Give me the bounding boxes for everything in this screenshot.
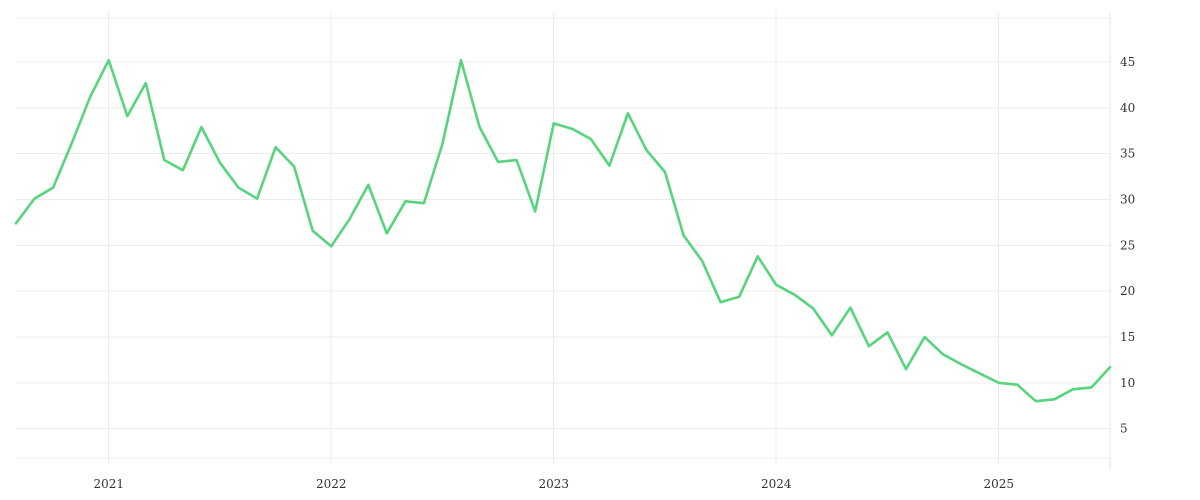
y-gridlines — [16, 17, 1110, 459]
x-tick-labels: 2021 2022 2023 2024 2025 — [93, 477, 1014, 491]
x-tick-label: 2025 — [983, 477, 1014, 491]
y-tick-labels: 5 10 15 20 25 30 35 40 45 — [1120, 55, 1135, 436]
y-tick-label: 45 — [1120, 55, 1135, 69]
y-tick-label: 15 — [1120, 330, 1135, 344]
y-tick-label: 35 — [1120, 147, 1135, 161]
series-line-1 — [14, 58, 1112, 403]
y-tick-label: 5 — [1120, 422, 1128, 436]
y-tick-label: 25 — [1120, 238, 1135, 252]
y-tick-label: 10 — [1120, 376, 1135, 390]
y-tick-label: 20 — [1120, 284, 1135, 298]
x-gridlines — [108, 12, 1000, 464]
x-tick-label: 2022 — [316, 477, 347, 491]
series-layer — [14, 58, 1112, 403]
x-tick-label: 2021 — [93, 477, 124, 491]
x-tick-label: 2023 — [538, 477, 569, 491]
y-tick-label: 40 — [1120, 101, 1135, 115]
y-tick-label: 30 — [1120, 193, 1135, 207]
x-tick-label: 2024 — [761, 477, 792, 491]
